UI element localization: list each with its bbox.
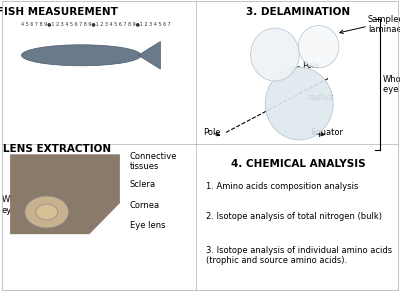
Text: Eye lens: Eye lens	[130, 221, 166, 230]
Text: 3. Isotope analysis of individual amino acids
(trophic and source amino acids).: 3. Isotope analysis of individual amino …	[206, 246, 392, 265]
Text: Pole: Pole	[203, 128, 221, 137]
Text: Whole
eye lens: Whole eye lens	[383, 75, 400, 94]
Text: 4 5 6 7 8 9●1 2 3 4 5 6 7 8 9●1 2 3 4 5 6 7 8 9●1 2 3 4 5 6 7: 4 5 6 7 8 9●1 2 3 4 5 6 7 8 9●1 2 3 4 5 …	[21, 21, 171, 26]
Text: Whole
eye: Whole eye	[2, 196, 28, 215]
Text: radius: radius	[308, 93, 334, 102]
Text: Cornea: Cornea	[130, 201, 160, 210]
Text: 3. DELAMINATION: 3. DELAMINATION	[246, 7, 350, 17]
Text: 2. Isotope analysis of total nitrogen (bulk): 2. Isotope analysis of total nitrogen (b…	[206, 212, 382, 221]
Text: Connective
tissues: Connective tissues	[130, 152, 178, 171]
Text: Equator: Equator	[310, 128, 343, 137]
Polygon shape	[138, 41, 160, 69]
Polygon shape	[10, 154, 120, 234]
Text: Pole: Pole	[302, 61, 320, 70]
Text: 4. CHEMICAL ANALYSIS: 4. CHEMICAL ANALYSIS	[231, 159, 365, 168]
Text: 1. FISH MEASUREMENT: 1. FISH MEASUREMENT	[0, 7, 118, 17]
Text: Sampled
laminae: Sampled laminae	[368, 15, 400, 34]
Text: 2. LENS EXTRACTION: 2. LENS EXTRACTION	[0, 144, 112, 154]
Text: 1. Amino acids composition analysis: 1. Amino acids composition analysis	[206, 182, 358, 191]
Ellipse shape	[22, 45, 141, 66]
Circle shape	[36, 204, 58, 220]
Text: Sclera: Sclera	[130, 180, 156, 189]
Ellipse shape	[298, 25, 339, 68]
Ellipse shape	[250, 28, 299, 81]
Circle shape	[25, 196, 69, 228]
Ellipse shape	[265, 67, 333, 140]
